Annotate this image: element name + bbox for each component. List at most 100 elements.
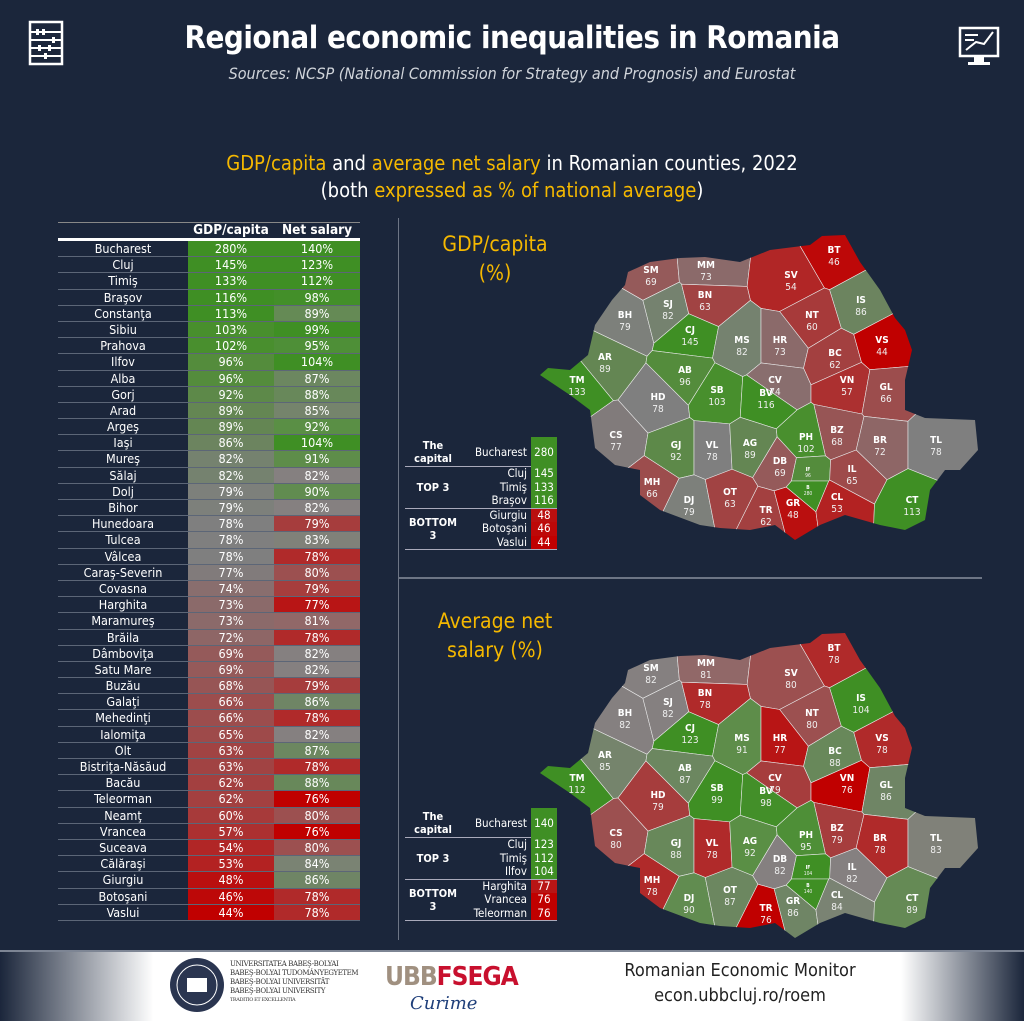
- county-name: Brăila: [106, 629, 140, 645]
- county-value-label: 112: [568, 785, 585, 796]
- salary-cell: 104%: [274, 354, 360, 370]
- capital-label: The capital: [414, 438, 452, 465]
- county-name: Iaşi: [113, 435, 133, 451]
- gdp-cell: 60%: [188, 807, 274, 823]
- gdp-cell: 65%: [188, 726, 274, 742]
- county-GL: [861, 360, 973, 422]
- table-row: Dâmboviţa 69% 82%: [58, 645, 360, 662]
- county-code-label: TR: [759, 505, 772, 516]
- county-value-label: 92: [670, 452, 681, 463]
- county-value-label: 116: [757, 400, 774, 411]
- divider-vertical: [398, 218, 399, 940]
- county-value-label: 69: [774, 468, 786, 479]
- salary-cell: 104%: [274, 435, 360, 451]
- table-row: Bacău 62% 88%: [58, 775, 360, 792]
- county-code-label: AR: [598, 352, 612, 363]
- county-code-label: HR: [773, 335, 788, 346]
- salary-cell: 78%: [274, 710, 360, 726]
- county-name: Giurgiu: [102, 872, 144, 888]
- county-code-label: IF: [806, 865, 811, 871]
- county-value-label: 89: [744, 450, 756, 461]
- county-value-label: 280: [804, 491, 813, 497]
- legend-entry: Ilfov 104: [461, 864, 557, 879]
- county-code-label: SV: [784, 270, 797, 281]
- text: BABEŞ-BOLYAI UNIVERSITÄT: [230, 978, 330, 986]
- table-row: Ialomiţa 65% 82%: [58, 726, 360, 743]
- text: BABEŞ-BOLYAI UNIVERSITY: [230, 987, 326, 995]
- county-value-label: 46: [828, 257, 840, 268]
- county-code-label: OT: [723, 487, 738, 498]
- table-row: Argeş 89% 92%: [58, 419, 360, 436]
- county-value-label: 82: [662, 709, 673, 720]
- county-code-label: CL: [831, 890, 844, 901]
- county-code-label: SM: [643, 265, 658, 276]
- county-code-label: VN: [840, 375, 855, 386]
- county-code-label: CJ: [685, 723, 695, 734]
- county-name: Botoşani: [98, 888, 148, 904]
- table-row: Botoşani 46% 78%: [58, 888, 360, 905]
- county-code-label: DJ: [684, 495, 695, 506]
- ubb-text: UNIVERSITATEA BABEŞ-BOLYAI BABEŞ-BOLYAI T…: [230, 960, 359, 1005]
- county-GL: [861, 758, 973, 820]
- county-code-label: SM: [643, 663, 658, 674]
- gdp-legend: The capital Bucharest 280 TOP 3 Cluj 145 Timiş…: [405, 436, 557, 550]
- county-code-label: SJ: [663, 697, 673, 708]
- table-row: Satu Mare 69% 82%: [58, 661, 360, 679]
- gdp-map: SM69MM73BT46SV54BH79SJ82BN63IS86NT60CJ14…: [540, 235, 978, 540]
- title-line: (%): [478, 261, 512, 285]
- county-value-label: 88: [670, 850, 682, 861]
- salary-cell: 88%: [274, 386, 360, 402]
- county-value-label: 82: [774, 866, 785, 877]
- gdp-cell: 78%: [188, 516, 274, 532]
- county-value-label: 82: [662, 311, 673, 322]
- county-value-label: 76: [841, 785, 853, 796]
- county-name: Constanţa: [94, 305, 152, 321]
- gdp-cell: 46%: [188, 888, 274, 904]
- table-row: Constanţa 113% 89%: [58, 305, 360, 322]
- table-row: Brăila 72% 78%: [58, 629, 360, 646]
- county-code-label: BR: [873, 435, 887, 446]
- salary-cell: 79%: [274, 516, 360, 532]
- county-code-label: BV: [759, 388, 772, 399]
- bottom-label: BOTTOM 3: [409, 886, 457, 913]
- county-code-label: IS: [856, 295, 866, 306]
- legend-county: Ilfov: [504, 864, 527, 878]
- salary-cell: 140%: [274, 241, 360, 257]
- county-code-label: CJ: [685, 325, 695, 336]
- legend-value: 123: [531, 837, 557, 852]
- county-name: Satu Mare: [94, 661, 152, 677]
- county-value-label: 86: [855, 307, 867, 318]
- county-MM: [673, 633, 755, 685]
- county-value-label: 60: [806, 322, 818, 333]
- county-CT: [872, 468, 978, 540]
- gdp-cell: 82%: [188, 467, 274, 483]
- ubb-seal-logo: [170, 958, 224, 1012]
- salary-cell: 81%: [274, 613, 360, 629]
- table-header: GDP/capita Net salary: [58, 222, 360, 241]
- salary-cell: 85%: [274, 402, 360, 419]
- table-row: Hunedoara 78% 79%: [58, 516, 360, 533]
- county-code-label: NT: [805, 708, 820, 719]
- legend-county: Giurgiu: [489, 507, 527, 522]
- county-name: Mehedinţi: [95, 710, 151, 726]
- salary-cell: 79%: [274, 678, 360, 694]
- table-row: Vaslui 44% 78%: [58, 904, 360, 921]
- text: and: [326, 151, 372, 175]
- county-name: Vrancea: [99, 823, 147, 839]
- salary-cell: 82%: [274, 661, 360, 678]
- salary-cell: 88%: [274, 775, 360, 791]
- monitor-url[interactable]: econ.ubbcluj.ro/roem: [654, 985, 826, 1006]
- gdp-cell: 66%: [188, 694, 274, 710]
- county-value-label: 78: [706, 850, 718, 861]
- county-name: Buzău: [105, 678, 141, 694]
- legend-entry: Botoşani 46: [461, 521, 557, 536]
- legend-value: 140: [531, 807, 557, 838]
- gdp-cell: 53%: [188, 856, 274, 872]
- county-name: Harghita: [98, 597, 148, 613]
- county-value-label: 104: [852, 705, 869, 716]
- county-value-label: 91: [736, 745, 747, 756]
- county-code-label: AR: [598, 750, 612, 761]
- county-name: Maramureş: [91, 613, 155, 629]
- county-value-label: 76: [760, 915, 772, 926]
- county-value-label: 104: [804, 871, 813, 877]
